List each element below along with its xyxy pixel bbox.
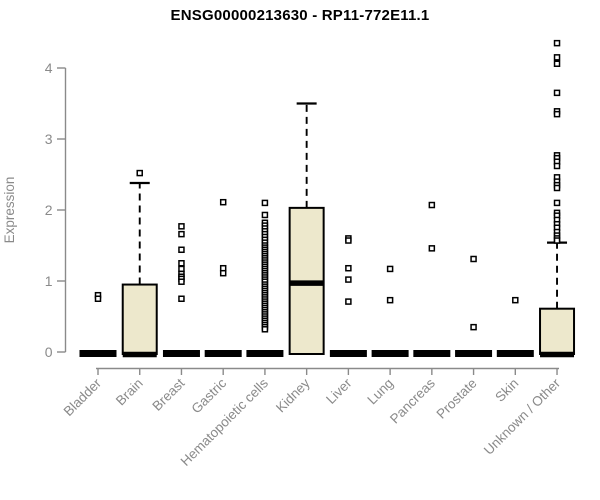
x-tick-label-bladder: Bladder: [61, 375, 105, 419]
y-tick-label-0: 0: [45, 344, 53, 360]
y-tick-label-4: 4: [45, 60, 53, 76]
collapsed-box-hematopoietic-cells: [246, 350, 284, 357]
outlier-unknown-other-9: [553, 162, 561, 170]
x-tick-label-skin: Skin: [492, 376, 521, 405]
x-tick-label-prostate: Prostate: [434, 376, 480, 422]
x-tick-label-pancreas: Pancreas: [387, 375, 438, 426]
outlier-breast-3: [178, 260, 185, 267]
outlier-liver-2: [345, 264, 352, 272]
outlier-lung-1: [386, 296, 394, 304]
x-tick-label-kidney: Kidney: [273, 375, 313, 415]
box-unknown-other: [539, 307, 576, 356]
x-tick-label-liver: Liver: [323, 375, 355, 407]
outlier-hematopoietic-cells-0: [261, 199, 269, 207]
outlier-unknown-other-5: [553, 110, 561, 118]
collapsed-box-lung: [371, 350, 409, 357]
outlier-gastric-2: [219, 269, 227, 277]
collapsed-box-prostate: [455, 350, 493, 357]
box-brain: [121, 283, 158, 355]
outlier-breast-2: [178, 246, 185, 254]
x-tick-label-gastric: Gastric: [188, 375, 229, 416]
outlier-unknown-other-3: [553, 89, 561, 97]
outlier-pancreas-1: [428, 245, 436, 252]
outlier-hematopoietic-cells-1: [261, 211, 269, 219]
collapsed-box-breast: [162, 350, 200, 357]
outlier-breast-0: [178, 223, 185, 230]
collapsed-box-gastric: [204, 350, 242, 357]
outlier-breast-9: [178, 295, 185, 302]
y-tick-label-1: 1: [45, 273, 53, 289]
outlier-brain-0: [136, 169, 143, 177]
outlier-unknown-other-2: [553, 60, 561, 67]
outlier-unknown-other-0: [553, 39, 561, 47]
outlier-hematopoietic-cells-49: [261, 326, 269, 333]
x-tick-label-brain: Brain: [113, 376, 146, 409]
outlier-unknown-other-13: [553, 184, 561, 192]
collapsed-box-pancreas: [413, 350, 451, 357]
x-tick-label-lung: Lung: [364, 376, 396, 408]
outlier-prostate-0: [470, 255, 477, 263]
y-tick-label-3: 3: [45, 131, 53, 147]
outlier-skin-0: [512, 296, 519, 304]
outlier-unknown-other-1: [553, 54, 561, 61]
outlier-unknown-other-23: [553, 237, 561, 244]
x-tick-label-breast: Breast: [149, 375, 187, 413]
x-tick-label-unknown-other: Unknown / Other: [481, 375, 564, 458]
outlier-bladder-1: [94, 295, 102, 302]
collapsed-box-skin: [496, 350, 534, 357]
outlier-liver-3: [345, 276, 352, 283]
outlier-liver-1: [345, 237, 352, 244]
chart-title: ENSG00000213630 - RP11-772E11.1: [170, 7, 430, 24]
outlier-breast-1: [178, 230, 185, 238]
outlier-lung-0: [386, 265, 394, 273]
outlier-breast-8: [178, 278, 185, 285]
outlier-gastric-0: [219, 198, 227, 206]
collapsed-box-bladder: [79, 350, 117, 357]
outlier-pancreas-0: [428, 201, 436, 209]
outlier-liver-4: [345, 298, 352, 305]
outlier-prostate-1: [470, 323, 477, 331]
outlier-unknown-other-14: [553, 199, 561, 207]
y-tick-label-2: 2: [45, 202, 53, 218]
collapsed-box-liver: [329, 350, 367, 357]
